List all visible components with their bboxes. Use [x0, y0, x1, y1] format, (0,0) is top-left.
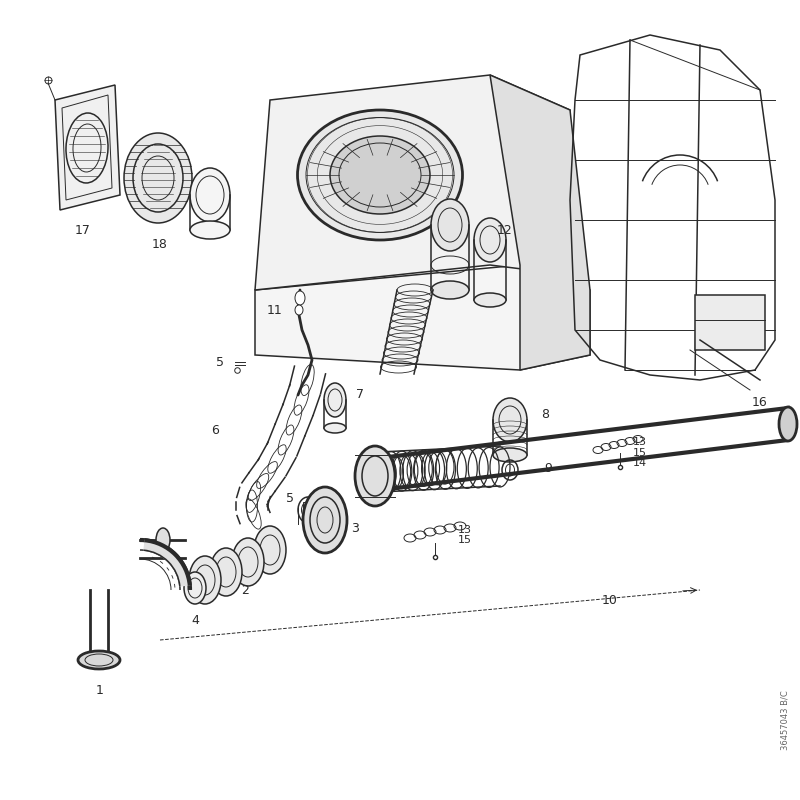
Ellipse shape	[493, 398, 527, 442]
Bar	[695, 295, 765, 350]
Ellipse shape	[330, 136, 430, 214]
Ellipse shape	[431, 199, 469, 251]
Polygon shape	[255, 265, 590, 370]
Text: 6: 6	[211, 423, 219, 437]
Text: 2: 2	[241, 583, 249, 597]
Polygon shape	[55, 85, 120, 210]
Ellipse shape	[184, 572, 206, 604]
Ellipse shape	[156, 528, 170, 552]
Text: 11: 11	[267, 303, 283, 317]
Bar	[303, 502, 313, 509]
Text: 12: 12	[497, 223, 513, 237]
Ellipse shape	[474, 218, 506, 262]
Ellipse shape	[303, 487, 347, 553]
Text: 3: 3	[351, 522, 359, 534]
Ellipse shape	[779, 407, 797, 441]
Text: 5: 5	[216, 357, 224, 370]
Text: 16: 16	[752, 395, 768, 409]
Text: 17: 17	[75, 223, 91, 237]
Ellipse shape	[124, 133, 192, 223]
Text: 15: 15	[633, 448, 647, 458]
Ellipse shape	[295, 291, 305, 305]
Ellipse shape	[295, 305, 303, 315]
Text: 36457043 B/C: 36457043 B/C	[781, 690, 790, 750]
Text: 4: 4	[191, 614, 199, 626]
Text: 14: 14	[633, 458, 647, 468]
Ellipse shape	[189, 556, 221, 604]
Ellipse shape	[190, 168, 230, 222]
Ellipse shape	[324, 423, 346, 433]
Text: 7: 7	[356, 389, 364, 402]
Text: 13: 13	[633, 437, 647, 447]
Ellipse shape	[232, 538, 264, 586]
Ellipse shape	[493, 448, 527, 462]
Text: 18: 18	[152, 238, 168, 251]
Text: 1: 1	[96, 683, 104, 697]
Ellipse shape	[78, 651, 120, 669]
Text: 15: 15	[458, 535, 472, 545]
Text: 10: 10	[602, 594, 618, 606]
Ellipse shape	[474, 293, 506, 307]
Text: 5: 5	[286, 491, 294, 505]
Ellipse shape	[355, 446, 395, 506]
Text: 13: 13	[458, 525, 472, 535]
Ellipse shape	[254, 526, 286, 574]
Polygon shape	[255, 75, 570, 290]
Ellipse shape	[324, 383, 346, 417]
Text: 8: 8	[541, 409, 549, 422]
Ellipse shape	[431, 281, 469, 299]
Ellipse shape	[190, 221, 230, 239]
Ellipse shape	[298, 110, 462, 240]
Ellipse shape	[210, 548, 242, 596]
Text: 9: 9	[544, 462, 552, 474]
Polygon shape	[490, 75, 590, 370]
